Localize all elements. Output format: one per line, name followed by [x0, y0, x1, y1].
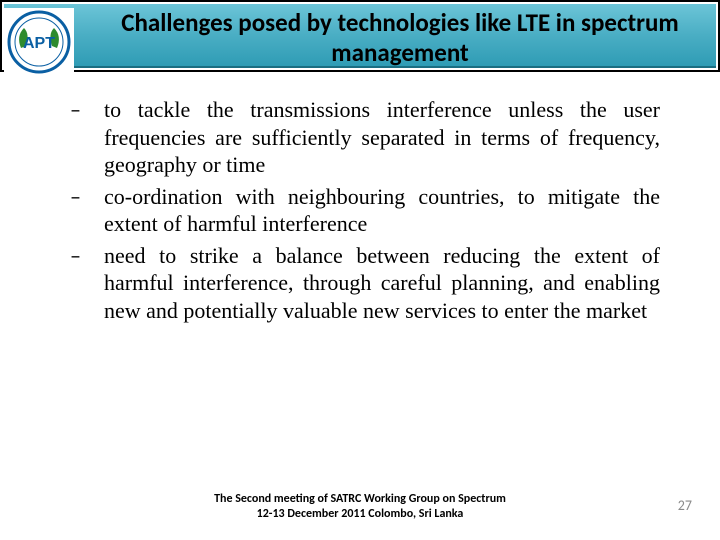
bullet-dash: – [70, 242, 104, 325]
list-item: – need to strike a balance between reduc… [70, 242, 660, 325]
footer-line-1: The Second meeting of SATRC Working Grou… [0, 492, 720, 507]
list-item: – to tackle the transmissions interferen… [70, 96, 660, 179]
footer: The Second meeting of SATRC Working Grou… [0, 492, 720, 522]
bullet-dash: – [70, 96, 104, 179]
bullet-text: to tackle the transmissions interference… [104, 96, 660, 179]
footer-line-2: 12-13 December 2011 Colombo, Sri Lanka [0, 507, 720, 522]
bullet-dash: – [70, 183, 104, 238]
list-item: – co-ordination with neighbouring countr… [70, 183, 660, 238]
apt-logo-icon: APT [4, 8, 74, 76]
logo-text: APT [23, 35, 55, 52]
slide-title: Challenges posed by technologies like LT… [92, 8, 708, 68]
logo-container: APT [4, 8, 74, 76]
bullet-text: need to strike a balance between reducin… [104, 242, 660, 325]
bullet-text: co-ordination with neighbouring countrie… [104, 183, 660, 238]
page-number: 27 [678, 497, 692, 514]
title-bar: APT Challenges posed by technologies lik… [0, 0, 720, 72]
bullet-list: – to tackle the transmissions interferen… [70, 96, 660, 328]
